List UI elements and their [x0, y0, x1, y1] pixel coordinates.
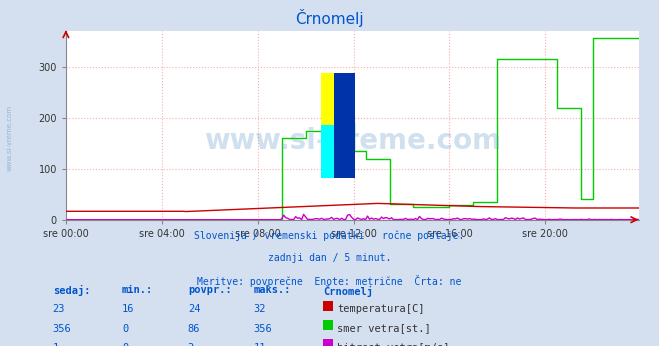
Text: 11: 11 — [254, 343, 266, 346]
Text: Slovenija / vremenski podatki - ročne postaje.: Slovenija / vremenski podatki - ročne po… — [194, 230, 465, 240]
Bar — [321, 73, 343, 126]
Text: Meritve: povprečne  Enote: metrične  Črta: ne: Meritve: povprečne Enote: metrične Črta:… — [197, 275, 462, 287]
Text: 356: 356 — [254, 324, 272, 334]
Text: 23: 23 — [53, 304, 65, 315]
Text: 3: 3 — [188, 343, 194, 346]
Text: 16: 16 — [122, 304, 134, 315]
Text: Črnomelj: Črnomelj — [295, 9, 364, 27]
Text: temperatura[C]: temperatura[C] — [337, 304, 425, 315]
Text: www.si-vreme.com: www.si-vreme.com — [7, 105, 13, 172]
Text: 1: 1 — [53, 343, 59, 346]
Text: sedaj:: sedaj: — [53, 285, 90, 297]
Text: smer vetra[st.]: smer vetra[st.] — [337, 324, 431, 334]
Text: min.:: min.: — [122, 285, 153, 295]
Text: zadnji dan / 5 minut.: zadnji dan / 5 minut. — [268, 253, 391, 263]
Text: 356: 356 — [53, 324, 71, 334]
Text: hitrost vetra[m/s]: hitrost vetra[m/s] — [337, 343, 450, 346]
Bar — [333, 73, 355, 178]
Bar — [321, 126, 343, 178]
Text: 86: 86 — [188, 324, 200, 334]
Text: 0: 0 — [122, 343, 128, 346]
Text: www.si-vreme.com: www.si-vreme.com — [204, 127, 501, 155]
Text: povpr.:: povpr.: — [188, 285, 231, 295]
Text: 24: 24 — [188, 304, 200, 315]
Text: 32: 32 — [254, 304, 266, 315]
Text: 0: 0 — [122, 324, 128, 334]
Text: Črnomelj: Črnomelj — [323, 285, 373, 298]
Text: maks.:: maks.: — [254, 285, 291, 295]
